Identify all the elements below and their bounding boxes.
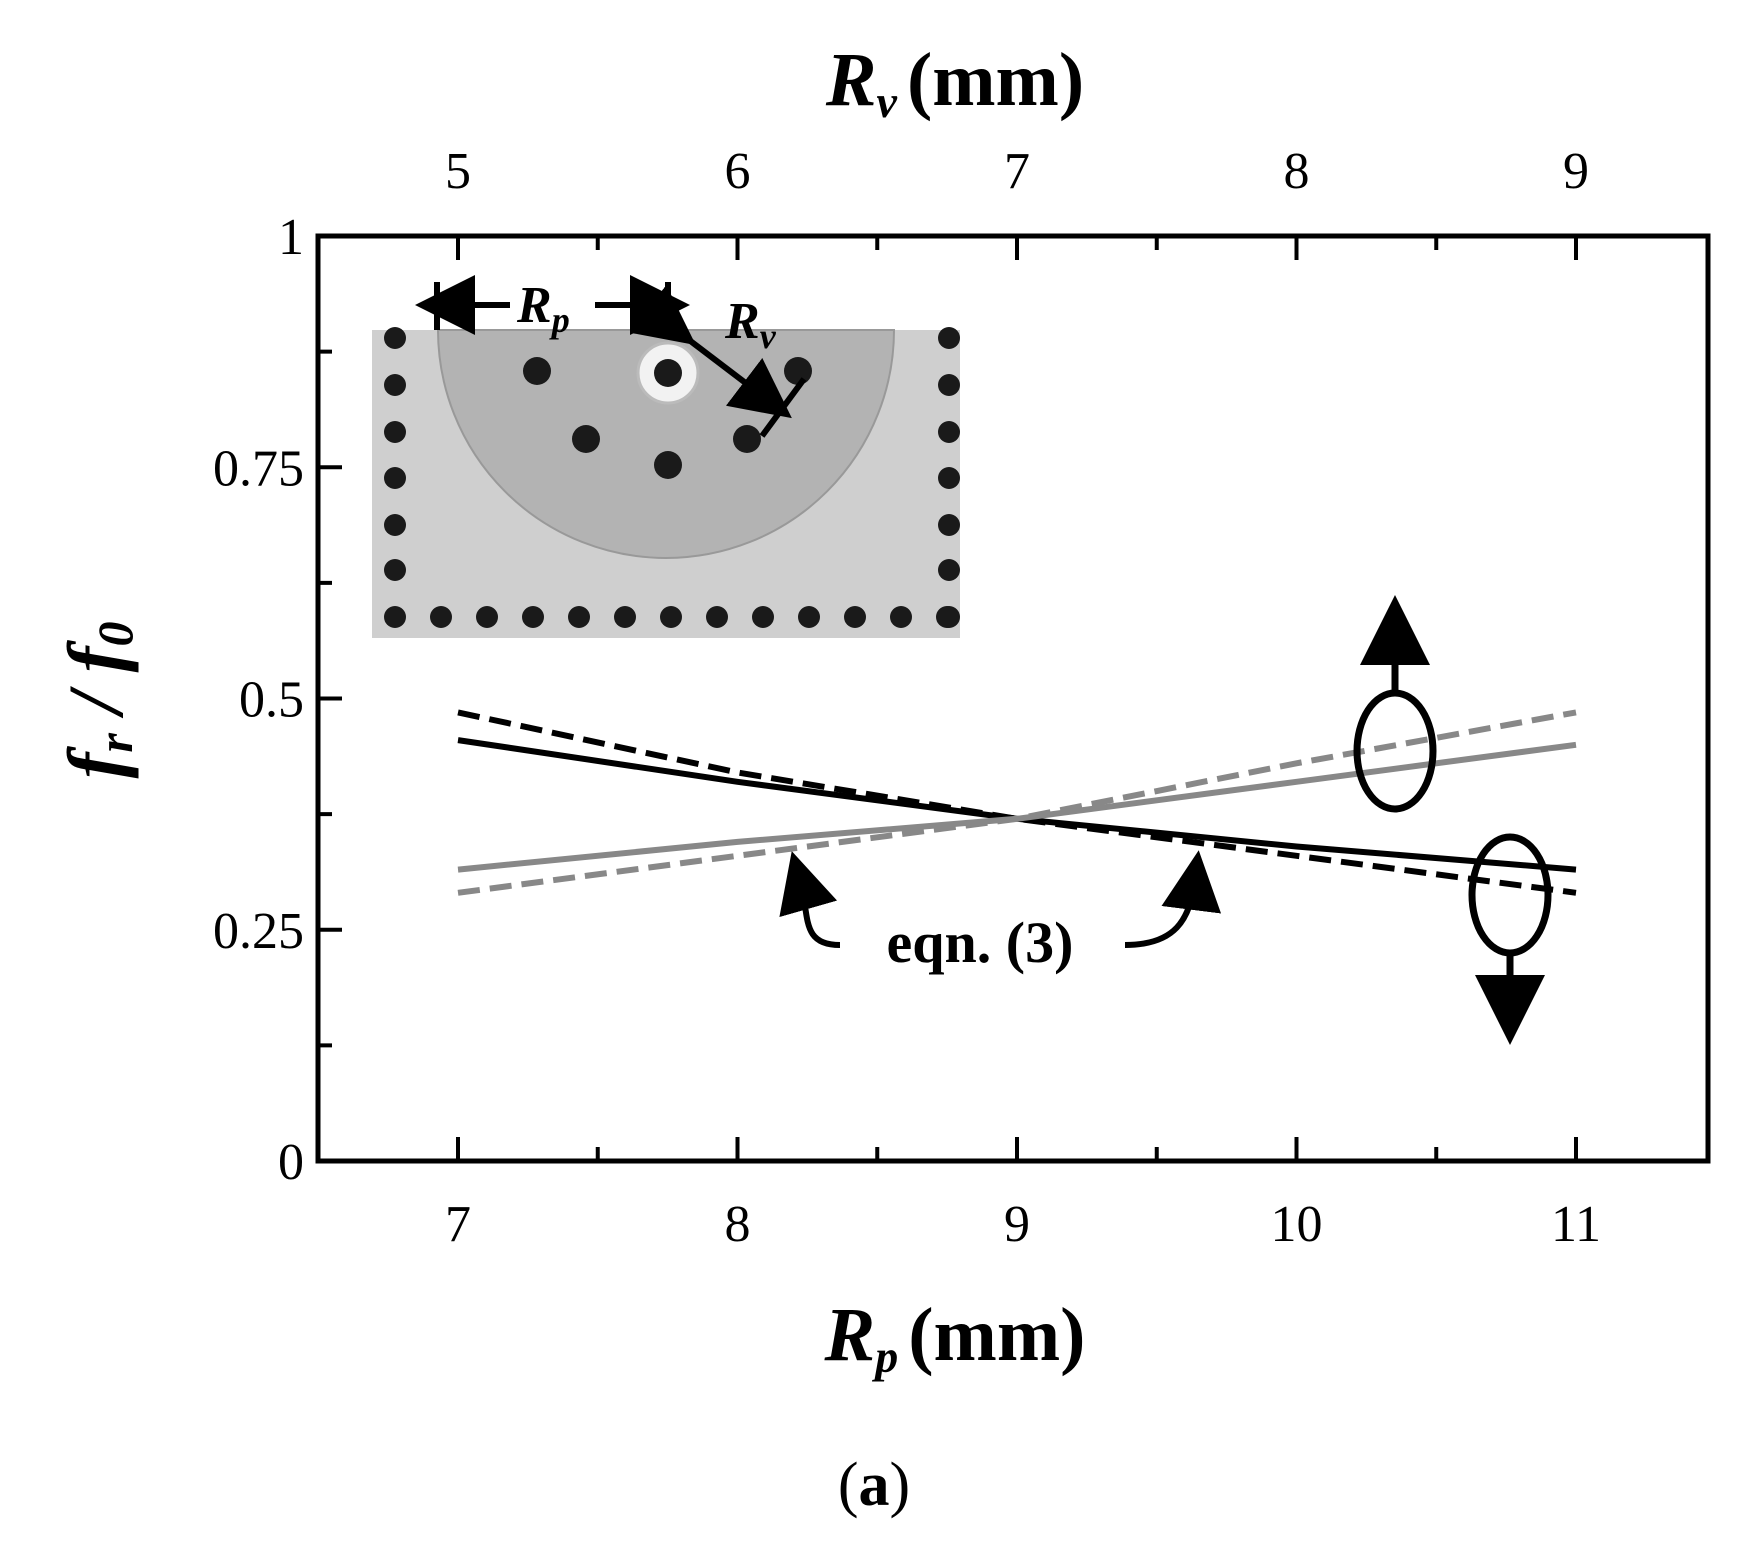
inset-dot-right [938, 514, 960, 536]
x-top-tick-label: 8 [1284, 143, 1310, 200]
top-axis-indicator [1353, 595, 1437, 813]
inset-dot-bottom [660, 606, 682, 628]
inset-dot-right [938, 467, 960, 489]
inset-dot-bottom [476, 606, 498, 628]
x-top-tick-label: 7 [1004, 143, 1030, 200]
inset-diagram: Rp Rv [372, 275, 960, 638]
inset-dot-bottom [614, 606, 636, 628]
annotation-arrow-left [779, 851, 841, 948]
inset-dot-bottom [844, 606, 866, 628]
x-bottom-tick-label: 10 [1271, 1196, 1323, 1253]
top-axis-title: Rv (mm) [825, 38, 1084, 127]
inset-dot-left [384, 374, 406, 396]
inset-dot-left [384, 514, 406, 536]
x-bottom-tick-label: 8 [725, 1196, 751, 1253]
bottom-axis-title: Rp (mm) [824, 1293, 1086, 1382]
inset-rp-label: Rp [516, 277, 570, 340]
inset-dot-bottom [752, 606, 774, 628]
equation-annotation: eqn. (3) [779, 850, 1222, 975]
inset-dot-right [938, 374, 960, 396]
bottom-axis-indicator [1468, 833, 1552, 1045]
annotation-text: eqn. (3) [887, 910, 1074, 975]
inset-dot-inner [572, 425, 600, 453]
inset-dot-inner [733, 425, 761, 453]
y-tick-label: 0 [278, 1134, 304, 1191]
x-top-tick-label: 9 [1563, 143, 1589, 200]
x-bottom-tick-label: 7 [445, 1196, 471, 1253]
inset-dot-bottom [706, 606, 728, 628]
series-line-top-dashed [457, 709, 1577, 896]
inset-dot-inner [784, 357, 812, 385]
inset-dot-left [384, 559, 406, 581]
panel-label: (a) [838, 1451, 910, 1519]
inset-dot-bottom [568, 606, 590, 628]
annotation-arrow-right [1124, 850, 1222, 948]
x-top-tick-label: 6 [725, 143, 751, 200]
inset-dot-bottom [890, 606, 912, 628]
x-bottom-tick-label: 11 [1551, 1196, 1601, 1253]
rv-arrow [629, 284, 792, 419]
x-bottom-tick-label: 9 [1004, 1196, 1030, 1253]
inset-dot-right [938, 421, 960, 443]
x-top-tick-label: 5 [445, 143, 471, 200]
inset-rv-label: Rv [724, 293, 777, 356]
y-axis-title: fr / f0 [52, 621, 143, 778]
y-tick-label: 1 [278, 209, 304, 266]
inset-dot-right [938, 327, 960, 349]
data-series [457, 709, 1577, 896]
inset-dot-bottom [430, 606, 452, 628]
inset-dot-inner [654, 359, 682, 387]
inset-dot-left [384, 421, 406, 443]
rv-dim-tick [759, 377, 807, 438]
y-tick-label: 0.75 [213, 440, 304, 497]
axis-ticks: 7 8 9 10 11 5 6 7 8 9 0 0.25 0.5 0.75 1 [213, 143, 1601, 1253]
inset-dots [384, 327, 960, 628]
inset-dot-inner [654, 451, 682, 479]
inset-dot-left [384, 467, 406, 489]
y-tick-label: 0.25 [213, 903, 304, 960]
inset-dot-left [384, 327, 406, 349]
y-tick-label: 0.5 [239, 672, 304, 729]
inset-dot-right [938, 559, 960, 581]
ellipse-top-series [1353, 689, 1437, 813]
inset-dot-inner [523, 357, 551, 385]
inset-dot-bottom [798, 606, 820, 628]
ellipse-bottom-series [1468, 833, 1552, 957]
inset-dot-bottom [522, 606, 544, 628]
series-line-bottom-dashed [457, 709, 1577, 896]
inset-dot-left [384, 606, 406, 628]
inset-dot-bottom [936, 606, 958, 628]
